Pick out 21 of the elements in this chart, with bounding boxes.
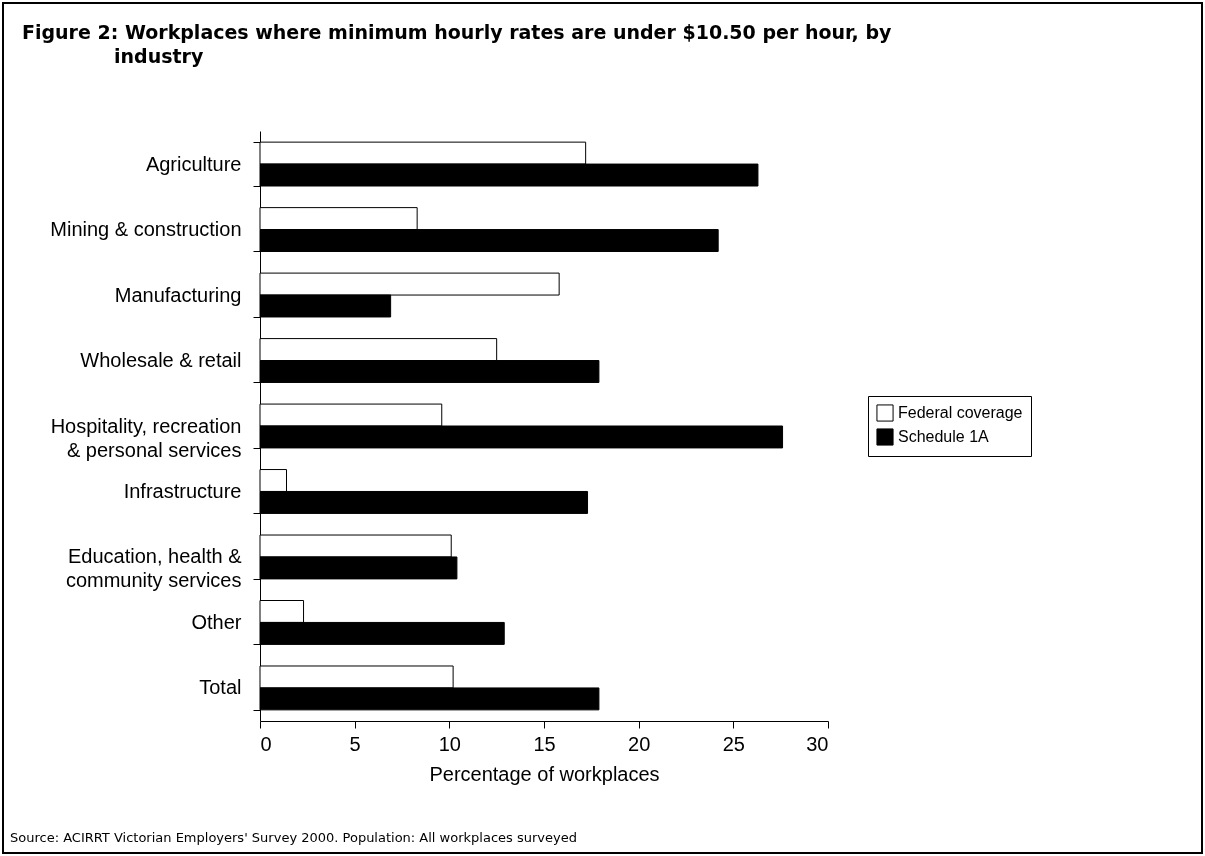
x-tick-label: 5 xyxy=(349,732,361,755)
legend-label: Federal coverage xyxy=(898,404,1023,421)
y-tick-label: Agriculture xyxy=(145,152,242,175)
x-tick-label: 20 xyxy=(628,732,651,755)
x-tick-label: 10 xyxy=(438,732,461,755)
chart-title: Figure 2: Workplaces where minimum hourly rates are under $10.50 per hour, by industry xyxy=(22,20,893,68)
x-tick-label: 25 xyxy=(722,732,745,755)
y-tick-label: Other xyxy=(191,610,242,633)
y-tick-label: Manufacturing xyxy=(114,283,242,306)
y-tick-label: Total xyxy=(199,676,242,699)
x-tick-label: 0 xyxy=(260,732,272,755)
legend-label: Schedule 1A xyxy=(898,428,990,445)
x-axis-title: Percentage of workplaces xyxy=(429,762,660,785)
y-tick-label: Education, health & community services xyxy=(65,545,243,592)
x-tick-label: 30 xyxy=(806,732,829,755)
y-tick-label: Mining & construction xyxy=(50,218,242,241)
x-tick-label: 15 xyxy=(533,732,556,755)
y-tick-label: Hospitality, recreation & personal services xyxy=(50,414,242,461)
source-note: Source: ACIRRT Victorian Employers' Survey 2000. Population: All workplaces surveyed xyxy=(10,830,577,845)
y-tick-label: Infrastructure xyxy=(123,479,242,502)
y-tick-label: Wholesale & retail xyxy=(80,349,242,372)
